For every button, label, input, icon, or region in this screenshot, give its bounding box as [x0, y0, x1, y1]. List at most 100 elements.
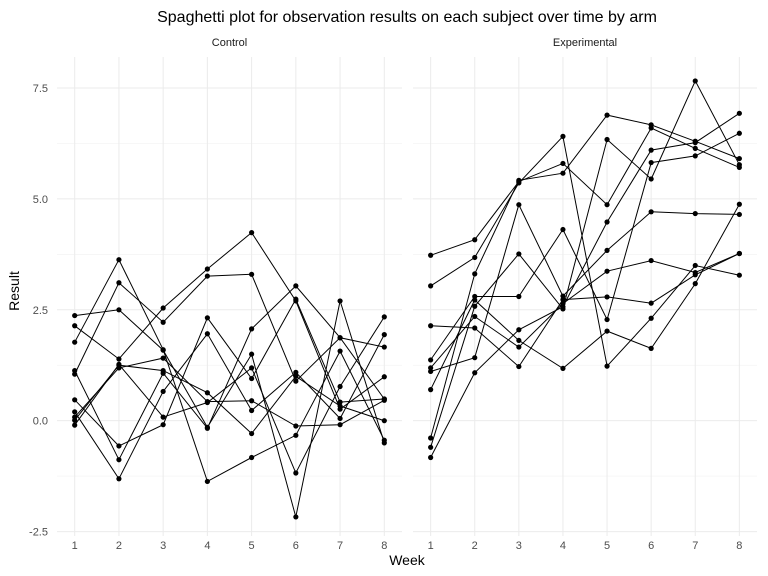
data-point	[472, 325, 478, 331]
data-point	[381, 397, 387, 403]
facet-strip-label: Experimental	[553, 37, 617, 49]
series-line	[430, 132, 740, 361]
x-tick-label: 7	[337, 540, 343, 552]
data-point	[604, 202, 610, 208]
data-point	[604, 328, 610, 334]
data-point	[293, 378, 299, 384]
data-point	[472, 303, 478, 309]
data-point	[337, 335, 343, 341]
series-line	[74, 273, 385, 383]
data-point	[472, 237, 478, 243]
series-5	[428, 130, 742, 363]
data-point	[692, 78, 698, 84]
series-line	[74, 258, 385, 483]
series-line	[74, 298, 385, 447]
series-10	[428, 202, 742, 375]
data-point	[204, 399, 210, 405]
x-axis-title: Week	[389, 552, 426, 568]
data-point	[604, 268, 610, 274]
data-point	[293, 514, 299, 520]
data-point	[692, 139, 698, 146]
data-point	[472, 297, 478, 303]
data-point	[160, 414, 166, 420]
data-point	[648, 315, 654, 321]
x-tick-label: 2	[116, 540, 122, 552]
data-point	[516, 344, 522, 350]
data-point	[516, 177, 522, 183]
data-point	[428, 368, 434, 375]
data-point	[648, 159, 654, 166]
data-point	[249, 230, 255, 236]
data-point	[337, 298, 343, 304]
data-point	[648, 209, 654, 215]
x-tick-label: 5	[604, 540, 610, 552]
data-point	[116, 280, 122, 286]
data-point	[204, 273, 210, 279]
data-point	[160, 319, 166, 325]
data-point	[648, 257, 654, 264]
data-point	[472, 313, 478, 320]
series-line	[430, 203, 740, 390]
data-point	[204, 424, 210, 430]
data-point	[604, 247, 610, 253]
data-point	[293, 373, 299, 379]
data-point	[249, 351, 255, 357]
data-point	[381, 374, 387, 380]
data-point	[381, 314, 387, 320]
data-point	[560, 170, 566, 176]
series-line	[74, 231, 385, 410]
data-point	[604, 363, 610, 369]
data-point	[560, 293, 566, 299]
data-point	[249, 326, 255, 332]
series-9	[428, 250, 742, 370]
series-line	[74, 364, 385, 435]
data-point	[204, 315, 210, 321]
data-point	[249, 365, 255, 371]
data-point	[428, 444, 434, 450]
x-tick-label: 1	[428, 540, 434, 552]
data-point	[648, 147, 654, 153]
data-point	[648, 176, 654, 182]
data-point	[516, 293, 522, 300]
series-line	[430, 127, 740, 256]
data-point	[736, 250, 742, 257]
series-line	[74, 300, 385, 518]
data-point	[560, 160, 566, 167]
data-point	[560, 226, 566, 233]
series-8	[428, 201, 742, 393]
x-tick-label: 2	[472, 540, 478, 552]
y-tick-label: 7.5	[33, 83, 48, 95]
facet-panel-control: Control 1 2 3 4 5 6 7 8	[57, 37, 402, 552]
data-point	[116, 307, 122, 313]
facet-panel-experimental: Experimental 1 2 3 4 5 6 7 8	[413, 37, 757, 552]
data-point	[736, 110, 742, 116]
data-point	[381, 332, 387, 338]
data-point	[116, 356, 122, 362]
data-point	[337, 348, 343, 354]
data-point	[381, 344, 387, 350]
data-point	[428, 387, 434, 393]
data-point	[160, 388, 166, 395]
x-tick-label: 5	[249, 540, 255, 552]
data-point	[72, 409, 78, 415]
x-tick-label: 7	[692, 540, 698, 552]
data-point	[381, 440, 387, 446]
data-point	[72, 422, 78, 428]
series-10	[72, 362, 387, 437]
series-line	[74, 332, 385, 480]
series-3	[428, 112, 742, 441]
data-point	[337, 415, 343, 422]
x-tick-label: 8	[381, 540, 387, 552]
data-point	[204, 331, 210, 337]
data-point	[516, 337, 522, 344]
data-point	[160, 347, 166, 353]
data-point	[428, 454, 434, 461]
data-point	[604, 316, 610, 323]
data-point	[472, 254, 478, 261]
series-6	[72, 298, 387, 520]
data-point	[604, 294, 610, 300]
x-tick-label: 3	[516, 540, 522, 552]
series-4	[72, 271, 387, 384]
data-point	[337, 403, 343, 409]
